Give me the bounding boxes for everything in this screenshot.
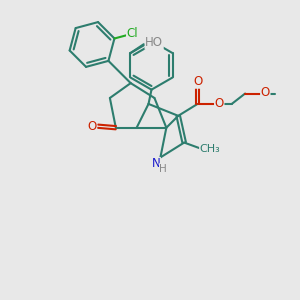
Text: H: H — [160, 164, 167, 174]
Text: O: O — [261, 86, 270, 99]
Text: HO: HO — [145, 36, 163, 49]
Text: CH₃: CH₃ — [200, 143, 220, 154]
Text: O: O — [193, 75, 202, 88]
Text: O: O — [214, 97, 224, 110]
Text: Cl: Cl — [127, 27, 138, 40]
Text: O: O — [87, 120, 97, 133]
Text: N: N — [152, 158, 160, 170]
